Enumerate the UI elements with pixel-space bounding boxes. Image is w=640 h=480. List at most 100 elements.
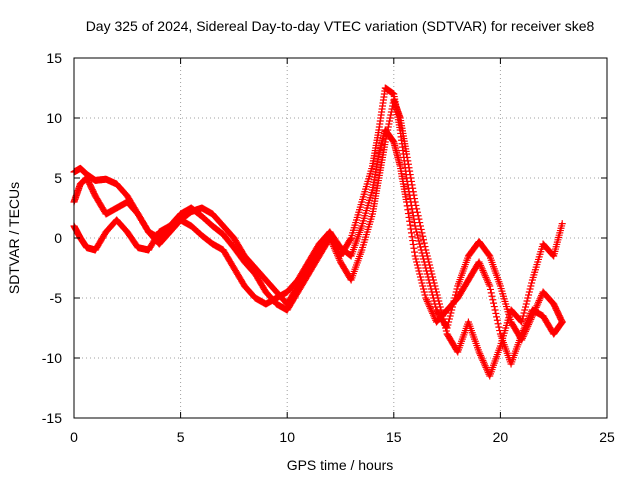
- data-point-interp: [481, 362, 489, 370]
- data-point-interp: [522, 300, 530, 308]
- data-point-interp: [426, 304, 434, 312]
- data-point-interp: [423, 297, 431, 305]
- y-tick-label: 0: [54, 230, 62, 246]
- data-point-interp: [415, 267, 423, 275]
- data-point-interp: [413, 258, 421, 266]
- x-tick-label: 0: [70, 429, 78, 445]
- data-point-interp: [407, 177, 415, 185]
- data-point-interp: [336, 256, 344, 264]
- data-point-interp: [519, 312, 527, 320]
- data-point-interp: [526, 285, 534, 293]
- series-track-c: [70, 126, 566, 368]
- data-point-interp: [525, 315, 533, 323]
- data-point-interp: [409, 184, 417, 192]
- data-point-interp: [480, 268, 488, 276]
- data-point-interp: [333, 251, 341, 259]
- data-point-interp: [413, 261, 421, 269]
- series-track-a: [70, 84, 566, 344]
- data-point-interp: [492, 309, 500, 317]
- data-point-interp: [406, 221, 414, 229]
- data-point-interp: [534, 300, 542, 308]
- data-point-interp: [330, 244, 338, 252]
- data-point-interp: [487, 289, 495, 297]
- data-point-interp: [418, 229, 426, 237]
- data-point-interp: [423, 249, 431, 257]
- data-point-interp: [482, 273, 490, 281]
- data-point-interp: [428, 270, 436, 278]
- data-point-interp: [432, 285, 440, 293]
- data-point-interp: [416, 219, 424, 227]
- data-point-interp: [557, 320, 565, 328]
- data-point-interp: [494, 320, 502, 328]
- data-point-interp: [424, 299, 432, 307]
- data-point-interp: [413, 228, 421, 236]
- data-point: [422, 246, 430, 254]
- data-point-interp: [477, 351, 485, 359]
- data-point-interp: [426, 261, 434, 269]
- y-tick-label: 10: [46, 110, 62, 126]
- data-point-interp: [425, 301, 433, 309]
- data-point-interp: [477, 353, 485, 361]
- x-tick-label: 10: [279, 429, 295, 445]
- data-point-interp: [480, 360, 488, 368]
- data-point: [432, 288, 440, 296]
- data-point-interp: [528, 279, 536, 287]
- x-tick-label: 15: [386, 429, 402, 445]
- data-point-interp: [334, 253, 342, 261]
- data-point-interp: [405, 213, 413, 221]
- data-point-interp: [483, 275, 491, 283]
- y-tick-label: -5: [50, 290, 63, 306]
- data-point-interp: [447, 309, 455, 317]
- data-point-interp: [407, 229, 415, 237]
- data-point-interp: [421, 291, 429, 299]
- x-tick-label: 20: [493, 429, 509, 445]
- data-point-interp: [405, 164, 413, 172]
- data-point-interp: [419, 285, 427, 293]
- data-point-interp: [431, 282, 439, 290]
- data-point-interp: [483, 277, 491, 285]
- data-point-interp: [525, 291, 533, 299]
- data-point-interp: [416, 222, 424, 230]
- data-point-interp: [426, 264, 434, 272]
- data-point-interp: [419, 232, 427, 240]
- data-point-interp: [414, 264, 422, 272]
- data-point-interp: [415, 215, 423, 223]
- data-point-interp: [404, 157, 412, 165]
- data-point-interp: [417, 225, 425, 233]
- data-point-interp: [433, 291, 441, 299]
- data-point-interp: [524, 294, 532, 302]
- data-point-interp: [489, 296, 497, 304]
- data-point: [518, 330, 526, 338]
- data-point-interp: [386, 114, 394, 122]
- data-point-interp: [479, 267, 487, 275]
- data-point: [422, 294, 430, 302]
- data-point-interp: [485, 280, 493, 288]
- data-point-interp: [434, 294, 442, 302]
- data-point-interp: [403, 202, 411, 210]
- data-point: [558, 220, 566, 228]
- data-point-interp: [518, 315, 526, 323]
- data-point-interp: [525, 313, 533, 321]
- data-point-interp: [387, 111, 395, 119]
- data-point-interp: [525, 288, 533, 296]
- data-point-interp: [428, 308, 436, 316]
- data-point-interp: [413, 231, 421, 239]
- data-point-interp: [423, 296, 431, 304]
- data-point-interp: [416, 270, 424, 278]
- data-point-interp: [420, 239, 428, 247]
- data-point-interp: [521, 323, 529, 331]
- data-point-interp: [520, 309, 528, 317]
- data-point-interp: [430, 279, 438, 287]
- data-point-interp: [478, 265, 486, 273]
- data-point-interp: [424, 255, 432, 263]
- data-point-interp: [536, 295, 544, 303]
- data-point-interp: [435, 300, 443, 308]
- data-point-interp: [436, 303, 444, 311]
- data-point-interp: [409, 237, 417, 245]
- data-point-interp: [488, 292, 496, 300]
- data-point-interp: [389, 136, 397, 144]
- y-axis-label: SDTVAR / TECUs: [6, 182, 22, 294]
- data-point-interp: [346, 235, 354, 243]
- data-point-interp: [496, 327, 504, 335]
